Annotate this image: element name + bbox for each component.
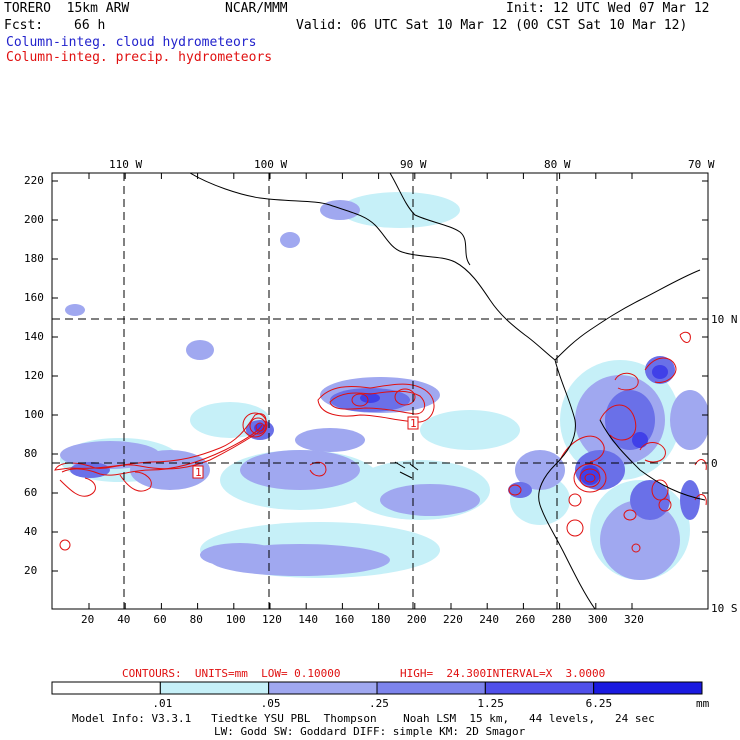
field-red-label: Column-integ. precip. hydrometeors (6, 50, 273, 65)
y-tick-label: 180 (24, 252, 44, 265)
contour-interval-info: INTERVAL=X 3.0000 (486, 667, 606, 680)
contour-units-info: CONTOURS: UNITS=mm LOW= 0.10000 (122, 667, 341, 680)
colorbar-swatch (376, 681, 486, 695)
model-title: TORERO 15km ARW (4, 1, 130, 16)
model-info-line1: Model Info: V3.3.1 Tiedtke YSU PBL Thomp… (72, 712, 655, 725)
lat-label-10s: 10 S (711, 602, 738, 615)
colorbar-swatch (484, 681, 595, 695)
x-tick-label: 20 (81, 613, 95, 626)
lat-label-10n: 10 N (711, 313, 738, 326)
x-tick-label: 80 (189, 613, 203, 626)
map-frame (51, 172, 709, 610)
lon-label-100w: 100 W (254, 158, 288, 171)
x-tick-label: 60 (153, 613, 167, 626)
field-blue-label: Column-integ. cloud hydrometeors (6, 35, 257, 50)
contour-high-info: HIGH= 24.300 (400, 667, 487, 680)
y-tick-label: 40 (24, 525, 38, 538)
x-tick-label: 320 (624, 613, 644, 626)
lon-label-110w: 110 W (109, 158, 143, 171)
map-field-layer (52, 173, 708, 609)
coastline (189, 173, 706, 609)
colorbar-unit: mm (696, 697, 710, 710)
colorbar-tick-label: .05 (260, 697, 281, 710)
colorbar-tick-label: .01 (152, 697, 173, 710)
x-tick-label: 240 (479, 613, 500, 626)
y-tick-label: 140 (24, 330, 44, 343)
contour-label-1b: 1 (410, 417, 417, 430)
precip-contours (54, 331, 707, 553)
y-tick-label: 60 (24, 486, 38, 499)
y-tick-label: 220 (24, 174, 44, 187)
x-tick-label: 40 (117, 613, 131, 626)
model-info-line2: LW: Godd SW: Goddard DIFF: simple KM: 2D… (214, 725, 526, 738)
lon-label-70w: 70 W (688, 158, 715, 171)
axis-ticks (52, 173, 708, 609)
org-label: NCAR/MMM (225, 1, 288, 16)
fcst-value: 66 h (74, 18, 106, 33)
x-tick-label: 180 (370, 613, 391, 626)
y-tick-label: 120 (24, 369, 44, 382)
colorbar-swatch (593, 681, 703, 695)
colorbar (51, 681, 703, 695)
y-tick-label: 100 (24, 408, 44, 421)
x-tick-label: 140 (298, 613, 319, 626)
x-tick-label: 200 (406, 613, 427, 626)
x-tick-label: 280 (551, 613, 572, 626)
lon-label-80w: 80 W (544, 158, 571, 171)
colorbar-tick-label: .25 (369, 697, 389, 710)
colorbar-tick-label: 6.25 (585, 697, 613, 710)
lon-label-90w: 90 W (400, 158, 427, 171)
x-tick-label: 120 (262, 613, 282, 626)
y-tick-label: 20 (24, 564, 38, 577)
fcst-label: Fcst: (4, 18, 44, 33)
x-tick-label: 260 (515, 613, 536, 626)
x-tick-label: 220 (443, 613, 463, 626)
contour-label-boxes (192, 416, 419, 479)
valid-time: Valid: 06 UTC Sat 10 Mar 12 (00 CST Sat … (296, 18, 688, 33)
latlon-grid (52, 173, 708, 609)
colorbar-tick-label: 1.25 (477, 697, 504, 710)
init-time: Init: 12 UTC Wed 07 Mar 12 (506, 1, 710, 16)
y-tick-label: 200 (24, 213, 44, 226)
contour-label-1a: 1 (195, 466, 202, 479)
x-tick-label: 160 (334, 613, 355, 626)
x-tick-label: 300 (587, 613, 608, 626)
colorbar-swatch (159, 681, 270, 695)
colorbar-swatch (268, 681, 378, 695)
x-tick-label: 100 (225, 613, 246, 626)
colorbar-swatch (51, 681, 161, 695)
lat-label-0: 0 (711, 457, 718, 470)
y-tick-label: 80 (24, 447, 38, 460)
y-tick-label: 160 (24, 291, 44, 304)
